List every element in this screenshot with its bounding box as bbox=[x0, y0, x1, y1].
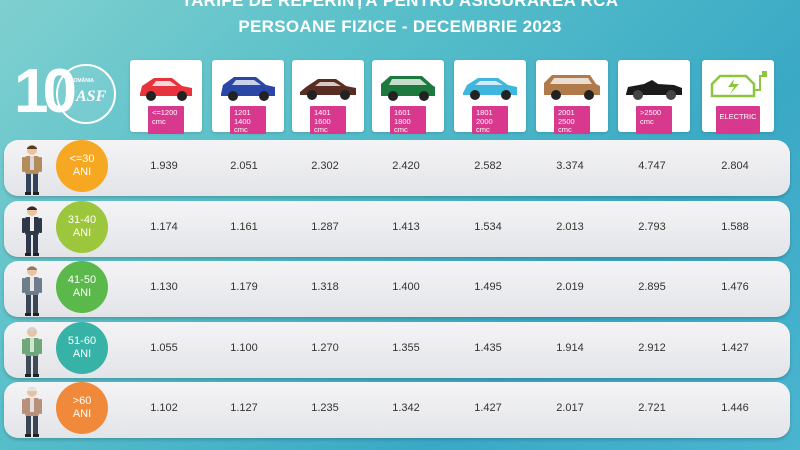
logo-asf: ASF bbox=[76, 88, 107, 105]
column-header-1800: 1601 1800 cmc bbox=[372, 60, 444, 134]
crossover-car-icon bbox=[463, 78, 517, 100]
tariff-value: 2.420 bbox=[392, 160, 420, 172]
tariff-value: 1.174 bbox=[150, 221, 178, 233]
column-badge: <=1200 cmc bbox=[148, 106, 184, 134]
tariff-value: 3.374 bbox=[556, 160, 584, 172]
age-group-row: 51-60 ANI 1.055 1.100 1.270 1.355 1.435 1.914 2.… bbox=[4, 322, 790, 378]
tariff-value: 1.588 bbox=[721, 221, 749, 233]
age-group-label: <=30 ANI bbox=[56, 140, 108, 192]
tariff-value: 1.534 bbox=[474, 221, 502, 233]
age-group-row: 31-40 ANI 1.174 1.161 1.287 1.413 1.534 2.013 2.… bbox=[4, 201, 790, 257]
minivan-car-icon bbox=[381, 76, 435, 101]
tariff-value: 4.747 bbox=[638, 160, 666, 172]
column-header-1600: 1401 1600 cmc bbox=[292, 60, 364, 134]
column-badge: 1401 1600 cmc bbox=[310, 106, 346, 134]
tariff-value: 2.019 bbox=[556, 281, 584, 293]
age-group-label: 31-40 ANI bbox=[56, 201, 108, 253]
tariff-value: 2.582 bbox=[474, 160, 502, 172]
tariff-value: 1.495 bbox=[474, 281, 502, 293]
asf-10-years-logo: 10 ROMÂNIA ASF bbox=[14, 57, 124, 130]
column-header-1200: <=1200 cmc bbox=[130, 60, 202, 134]
tariff-value: 1.179 bbox=[230, 281, 258, 293]
person-icon bbox=[22, 206, 42, 256]
tariff-value: 1.914 bbox=[556, 342, 584, 354]
column-badge: 2001 2500 cmc bbox=[554, 106, 590, 134]
tariff-value: 2.017 bbox=[556, 402, 584, 414]
sedan-car-icon bbox=[300, 79, 356, 100]
person-icon bbox=[22, 145, 42, 195]
tariff-value: 1.476 bbox=[721, 281, 749, 293]
column-badge: 1801 2000 cmc bbox=[472, 106, 508, 134]
station-wagon-car-icon bbox=[544, 75, 600, 100]
age-group-label: 51-60 ANI bbox=[56, 322, 108, 374]
logo-country: ROMÂNIA bbox=[70, 78, 94, 84]
person-icon bbox=[22, 327, 42, 377]
column-badge: >2500 cmc bbox=[636, 106, 672, 134]
column-header-1400: 1201 1400 cmc bbox=[212, 60, 284, 134]
tariff-value: 2.804 bbox=[721, 160, 749, 172]
tariff-value: 1.355 bbox=[392, 342, 420, 354]
tariff-value: 1.055 bbox=[150, 342, 178, 354]
title-line-1: TARIFE DE REFERINȚĂ PENTRU ASIGURAREA RC… bbox=[181, 0, 619, 10]
title-line-2: PERSOANE FIZICE - DECEMBRIE 2023 bbox=[238, 17, 562, 36]
tariff-value: 1.127 bbox=[230, 402, 258, 414]
column-badge: ELECTRIC bbox=[716, 106, 760, 134]
tariff-value: 2.302 bbox=[311, 160, 339, 172]
tariff-value: 1.161 bbox=[230, 221, 258, 233]
age-group-label: 41-50 ANI bbox=[56, 261, 108, 313]
tariff-value: 1.435 bbox=[474, 342, 502, 354]
suv-car-icon bbox=[221, 77, 275, 101]
tariff-value: 1.400 bbox=[392, 281, 420, 293]
tariff-value: 1.270 bbox=[311, 342, 339, 354]
tariff-value: 1.235 bbox=[311, 402, 339, 414]
logo-ring bbox=[56, 64, 116, 124]
tariff-value: 1.130 bbox=[150, 281, 178, 293]
tariff-value: 2.051 bbox=[230, 160, 258, 172]
column-badge: 1201 1400 cmc bbox=[230, 106, 266, 134]
tariff-value: 1.318 bbox=[311, 281, 339, 293]
tariff-value: 2.793 bbox=[638, 221, 666, 233]
column-header-2500: 2001 2500 cmc bbox=[536, 60, 608, 134]
person-icon bbox=[22, 387, 42, 437]
tariff-value: 1.100 bbox=[230, 342, 258, 354]
tariff-value: 2.912 bbox=[638, 342, 666, 354]
convertible-car-icon bbox=[626, 80, 682, 100]
electric-car-icon bbox=[710, 71, 767, 98]
person-icon bbox=[22, 266, 42, 316]
age-group-row: >60 ANI 1.102 1.127 1.235 1.342 1.427 2.017 2.72… bbox=[4, 382, 790, 438]
hatchback-car-icon bbox=[140, 78, 192, 101]
tariff-value: 2.721 bbox=[638, 402, 666, 414]
column-badge: 1601 1800 cmc bbox=[390, 106, 426, 134]
age-group-row: 41-50 ANI 1.130 1.179 1.318 1.400 1.495 2.019 2.… bbox=[4, 261, 790, 317]
column-header-over-2500: >2500 cmc bbox=[618, 60, 690, 134]
age-group-row: <=30 ANI 1.939 2.051 2.302 2.420 2.582 3.374 4.7… bbox=[4, 140, 790, 196]
tariff-value: 1.427 bbox=[474, 402, 502, 414]
tariff-value: 1.342 bbox=[392, 402, 420, 414]
tariff-value: 1.939 bbox=[150, 160, 178, 172]
tariff-value: 2.013 bbox=[556, 221, 584, 233]
column-header-2000: 1801 2000 cmc bbox=[454, 60, 526, 134]
age-group-label: >60 ANI bbox=[56, 382, 108, 434]
tariff-value: 1.413 bbox=[392, 221, 420, 233]
tariff-value: 2.895 bbox=[638, 281, 666, 293]
tariff-value: 1.427 bbox=[721, 342, 749, 354]
column-header-electric: ELECTRIC bbox=[702, 60, 774, 134]
tariff-value: 1.446 bbox=[721, 402, 749, 414]
tariff-value: 1.287 bbox=[311, 221, 339, 233]
tariff-value: 1.102 bbox=[150, 402, 178, 414]
